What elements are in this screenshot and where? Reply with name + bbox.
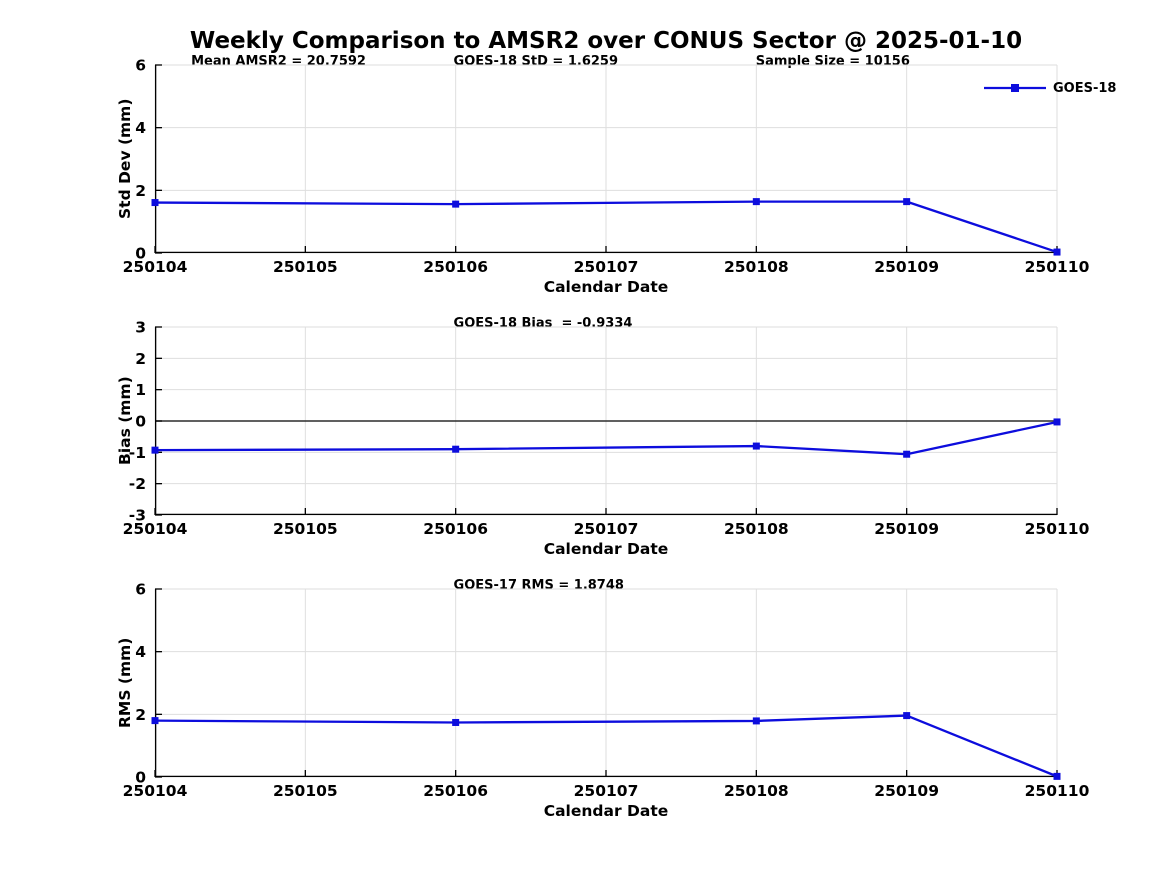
stddev-y-axis-label: Std Dev (mm) [116,98,134,220]
data-point-marker [903,198,911,206]
x-tick-label: 250108 [724,258,789,276]
x-tick-label: 250105 [273,258,338,276]
x-tick-label: 250105 [273,782,338,800]
x-tick-label: 250110 [1025,258,1090,276]
y-tick-label: 6 [135,581,146,599]
rms-x-axis-label: Calendar Date [543,802,669,820]
x-tick-label: 250107 [574,520,639,538]
data-point-marker [1053,772,1061,780]
data-point-marker [1053,418,1061,426]
x-tick-label: 250109 [874,258,939,276]
legend-square-marker-icon [1011,84,1019,92]
x-tick-label: 250104 [123,782,188,800]
x-tick-label: 250104 [123,258,188,276]
x-tick-label: 250106 [423,258,488,276]
y-tick-label: -3 [129,507,146,525]
data-point-marker [452,200,460,208]
legend-label: GOES-18 [1053,80,1117,96]
x-tick-label: 250108 [724,782,789,800]
bias-plot-area: 250104 250105 250106 250107 250108 250109 2501… [123,319,1090,539]
legend: GOES-18 [984,80,1116,96]
y-tick-label: -1 [129,444,146,462]
stddev-plot-area: 250104 250105 250106 250107 250108 250109 2501… [123,57,1090,277]
x-tick-label: 250107 [574,782,639,800]
y-tick-label: 0 [135,245,146,263]
y-tick-label: 2 [135,706,146,724]
data-point-marker [752,198,760,206]
y-tick-label: 0 [135,413,146,431]
data-point-marker [1053,248,1061,256]
x-tick-label: 250108 [724,520,789,538]
x-tick-label: 250110 [1025,520,1090,538]
x-tick-label: 250109 [874,520,939,538]
data-point-marker [452,718,460,726]
data-point-marker [151,446,159,454]
x-tick-label: 250109 [874,782,939,800]
legend-line-sample [984,84,1046,92]
bias-x-axis-label: Calendar Date [543,540,669,558]
data-point-marker [151,717,159,725]
x-tick-label: 250104 [123,520,188,538]
y-tick-label: -2 [129,475,146,493]
data-point-marker [903,712,911,720]
y-tick-label: 4 [135,119,146,137]
y-tick-label: 2 [135,350,146,368]
x-tick-label: 250107 [574,258,639,276]
stddev-x-axis-label: Calendar Date [543,278,669,296]
figure-title: Weekly Comparison to AMSR2 over CONUS Se… [189,28,1023,54]
rms-plot-area: 250104 250105 250106 250107 250108 250109 2501… [123,581,1090,801]
y-tick-label: 1 [135,381,146,399]
x-tick-label: 250110 [1025,782,1090,800]
rms-y-axis-label: RMS (mm) [116,637,134,729]
data-point-marker [151,199,159,207]
y-tick-label: 6 [135,57,146,75]
data-point-marker [452,445,460,453]
y-tick-label: 0 [135,769,146,787]
data-point-marker [752,442,760,450]
data-point-marker [903,450,911,458]
x-tick-label: 250106 [423,520,488,538]
y-tick-label: 3 [135,319,146,337]
x-tick-label: 250106 [423,782,488,800]
x-tick-label: 250105 [273,520,338,538]
y-tick-label: 2 [135,182,146,200]
data-point-marker [752,717,760,725]
y-tick-label: 4 [135,643,146,661]
